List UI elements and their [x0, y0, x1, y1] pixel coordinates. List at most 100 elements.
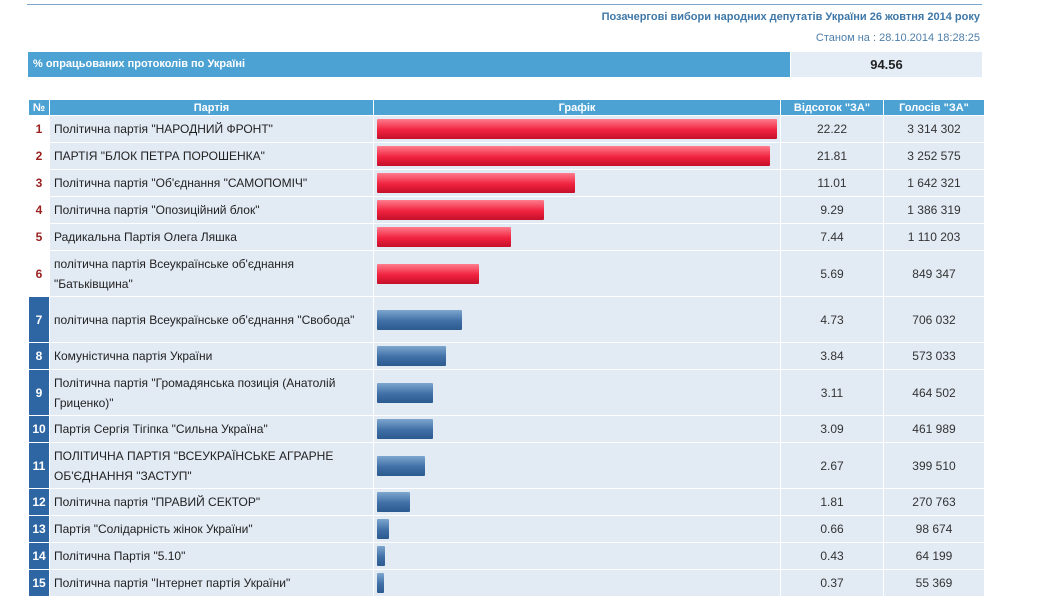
bar-cell	[374, 170, 780, 196]
bar-cell	[374, 570, 780, 596]
row-number: 15	[29, 570, 49, 596]
table-row: 2 ПАРТІЯ "БЛОК ПЕТРА ПОРОШЕНКА" 21.81 3 252…	[29, 143, 984, 169]
percent-value: 0.37	[781, 570, 883, 596]
bar-4	[377, 200, 544, 220]
bar-cell	[374, 343, 780, 369]
page-title: Позачергові вибори народних депутатів Ук…	[601, 11, 980, 23]
votes-value: 399 510	[884, 443, 984, 488]
votes-value: 706 032	[884, 297, 984, 342]
table-row: 3 Політична партія "Об'єднання "САМОПОМІЧ…	[29, 170, 984, 196]
party-name: Політична партія "Об'єднання "САМОПОМІЧ"	[50, 170, 373, 196]
row-number: 10	[29, 416, 49, 442]
votes-value: 1 642 321	[884, 170, 984, 196]
table-row: 9 Політична партія "Громадянська позиція …	[29, 370, 984, 415]
percent-value: 0.43	[781, 543, 883, 569]
bar-15	[377, 573, 384, 593]
party-name: Партія "Солідарність жінок України"	[50, 516, 373, 542]
bar-cell	[374, 116, 780, 142]
bar-14	[377, 546, 385, 566]
bar-cell	[374, 543, 780, 569]
header-percent: Відсоток "ЗА"	[781, 100, 883, 115]
row-number: 4	[29, 197, 49, 223]
row-number: 12	[29, 489, 49, 515]
party-name: Радикальна Партія Олега Ляшка	[50, 224, 373, 250]
table-row: 1 Політична партія "НАРОДНИЙ ФРОНТ" 22.22 3…	[29, 116, 984, 142]
votes-value: 3 314 302	[884, 116, 984, 142]
protocols-label: % опрацьованих протоколів по Україні	[28, 52, 790, 77]
party-name: Політична партія "Інтернет партія Україн…	[50, 570, 373, 596]
percent-value: 7.44	[781, 224, 883, 250]
bar-cell	[374, 416, 780, 442]
row-number: 11	[29, 443, 49, 488]
bar-12	[377, 492, 410, 512]
row-number: 14	[29, 543, 49, 569]
percent-value: 4.73	[781, 297, 883, 342]
protocols-value: 94.56	[791, 52, 982, 77]
votes-value: 461 989	[884, 416, 984, 442]
bar-2	[377, 146, 770, 166]
bar-cell	[374, 443, 780, 488]
bar-13	[377, 519, 389, 539]
bar-cell	[374, 489, 780, 515]
bar-cell	[374, 297, 780, 342]
table-row: 8 Комуністична партія України 3.84 573 033	[29, 343, 984, 369]
bar-cell	[374, 370, 780, 415]
bar-1	[377, 119, 777, 139]
top-divider	[27, 4, 982, 5]
votes-value: 1 110 203	[884, 224, 984, 250]
votes-value: 64 199	[884, 543, 984, 569]
party-name: Комуністична партія України	[50, 343, 373, 369]
percent-value: 11.01	[781, 170, 883, 196]
table-row: 10 Партія Сергія Тігіпка "Сильна Україна"…	[29, 416, 984, 442]
table-row: 15 Політична партія "Інтернет партія Укра…	[29, 570, 984, 596]
bar-11	[377, 455, 425, 476]
party-name: ПАРТІЯ "БЛОК ПЕТРА ПОРОШЕНКА"	[50, 143, 373, 169]
row-number: 13	[29, 516, 49, 542]
header-party: Партія	[50, 100, 373, 115]
table-row: 6 політична партія Всеукраїнське об'єднан…	[29, 251, 984, 296]
percent-value: 21.81	[781, 143, 883, 169]
results-table: № Партія Графік Відсоток "ЗА" Голосів "З…	[28, 99, 985, 597]
row-number: 2	[29, 143, 49, 169]
percent-value: 0.66	[781, 516, 883, 542]
percent-value: 3.84	[781, 343, 883, 369]
percent-value: 1.81	[781, 489, 883, 515]
bar-9	[377, 382, 433, 403]
votes-value: 3 252 575	[884, 143, 984, 169]
row-number: 3	[29, 170, 49, 196]
bar-cell	[374, 516, 780, 542]
votes-value: 464 502	[884, 370, 984, 415]
header-number: №	[29, 100, 49, 115]
votes-value: 270 763	[884, 489, 984, 515]
table-row: 12 Політична партія "ПРАВИЙ СЕКТОР" 1.81 27…	[29, 489, 984, 515]
bar-cell	[374, 197, 780, 223]
row-number: 5	[29, 224, 49, 250]
percent-value: 2.67	[781, 443, 883, 488]
as-of-timestamp: Станом на : 28.10.2014 18:28:25	[815, 32, 980, 44]
table-header-row: № Партія Графік Відсоток "ЗА" Голосів "З…	[29, 100, 984, 115]
table-row: 5 Радикальна Партія Олега Ляшка 7.44 1 110 …	[29, 224, 984, 250]
protocols-summary: % опрацьованих протоколів по Україні 94.…	[28, 52, 982, 77]
party-name: Політична партія "ПРАВИЙ СЕКТОР"	[50, 489, 373, 515]
votes-value: 98 674	[884, 516, 984, 542]
bar-7	[377, 309, 462, 330]
party-name: політична партія Всеукраїнське об'єднанн…	[50, 251, 373, 296]
bar-3	[377, 173, 575, 193]
bar-8	[377, 346, 446, 366]
table-row: 13 Партія "Солідарність жінок України" 0.6…	[29, 516, 984, 542]
votes-value: 1 386 319	[884, 197, 984, 223]
bar-10	[377, 419, 433, 439]
row-number: 6	[29, 251, 49, 296]
party-name: Політична партія "Опозиційний блок"	[50, 197, 373, 223]
party-name: Політична партія "Громадянська позиція (…	[50, 370, 373, 415]
party-name: ПОЛІТИЧНА ПАРТІЯ "ВСЕУКРАЇНСЬКЕ АГРАРНЕ …	[50, 443, 373, 488]
votes-value: 55 369	[884, 570, 984, 596]
bar-cell	[374, 143, 780, 169]
bar-cell	[374, 224, 780, 250]
votes-value: 573 033	[884, 343, 984, 369]
row-number: 9	[29, 370, 49, 415]
row-number: 7	[29, 297, 49, 342]
bar-5	[377, 227, 511, 247]
header-graph: Графік	[374, 100, 780, 115]
table-row: 11 ПОЛІТИЧНА ПАРТІЯ "ВСЕУКРАЇНСЬКЕ АГРАРН…	[29, 443, 984, 488]
